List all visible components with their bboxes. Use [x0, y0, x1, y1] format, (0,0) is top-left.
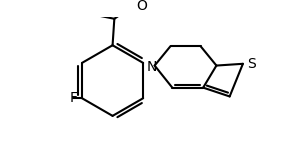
Text: S: S: [247, 57, 256, 71]
Text: F: F: [70, 91, 78, 105]
Text: O: O: [136, 0, 147, 12]
Text: N: N: [147, 60, 157, 74]
